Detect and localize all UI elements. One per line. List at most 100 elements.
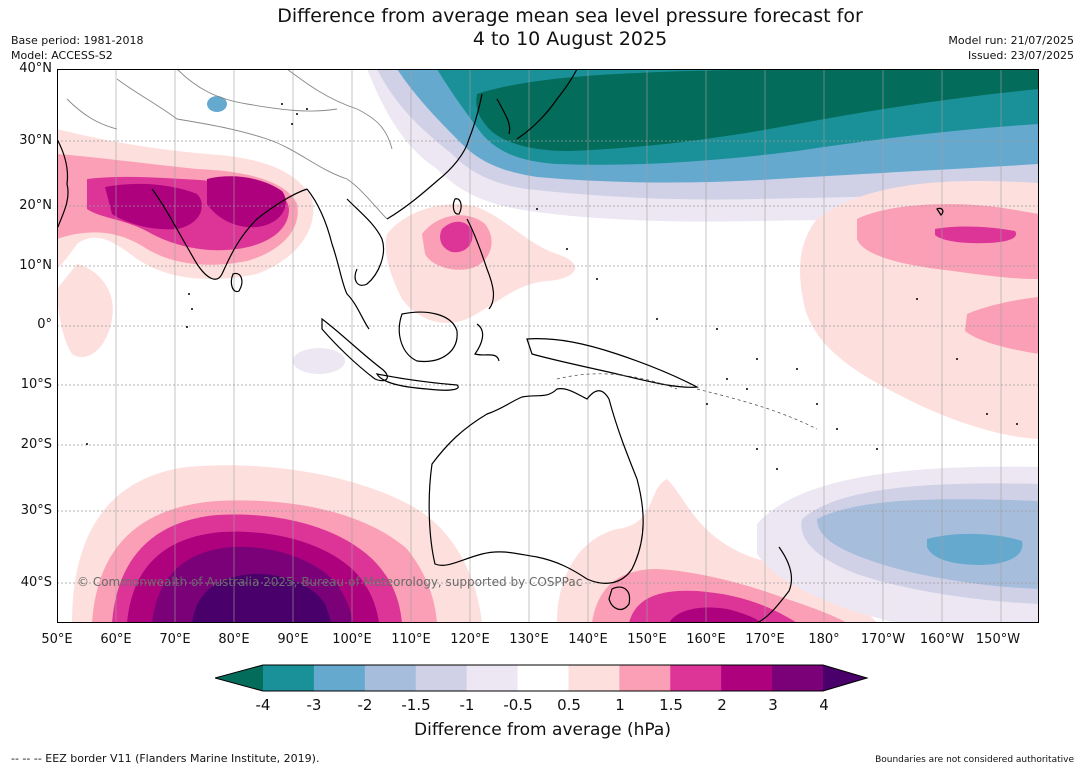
colorbar-tick-4: -1 [459,696,475,714]
lon-label-170w: 170°W [860,632,906,647]
colorbar-tick-1: -3 [306,696,322,714]
copyright-notice: © Commonwealth of Australia 2025, Bureau… [77,575,583,589]
positive-anomaly-north-pacific [800,181,1039,439]
issued-date: Issued: 23/07/2025 [967,49,1074,62]
philippines-coast [466,218,495,310]
colorbar-tick-8: 1.5 [659,696,683,714]
colorbar-outline [215,664,869,692]
lon-label-150e: 150°E [627,632,667,647]
lon-label-100e: 100°E [332,632,372,647]
colorbar-segment [263,665,315,691]
base-period: Base period: 1981-2018 [11,34,144,47]
title-line-1: Difference from average mean sea level p… [277,5,863,27]
java-coast [375,373,459,391]
lat-label-40s: 40°S [20,575,52,590]
negative-anomaly-south-pacific [757,466,1039,623]
myanmar-thai-coast [306,188,370,330]
positive-anomaly-india [57,129,314,358]
lon-label-60e: 60°E [100,632,132,647]
colorbar-segment [568,665,620,691]
meta-right: Model run: 21/07/2025 Issued: 23/07/2025 [948,33,1074,63]
sri-lanka-coast [230,272,243,293]
arabia-coast [57,138,69,230]
colorbar [215,664,869,692]
colorbar-segment [517,665,569,691]
colorbar-segment [772,665,824,691]
colorbar-tick-2: -2 [357,696,373,714]
map-title: Difference from average mean sea level p… [170,5,970,51]
colorbar-segment [364,665,417,691]
colorbar-tick-6: 0.5 [557,696,581,714]
lat-label-10n: 10°N [19,258,52,273]
hawaii-coast [936,207,944,216]
indochina-coast [346,198,385,286]
japan-coast [516,69,578,140]
lat-label-0: 0° [37,317,52,332]
colorbar-tick-3: -1.5 [401,696,431,714]
lon-label-70e: 70°E [159,632,191,647]
lat-label-40n: 40°N [19,61,52,76]
lon-label-80e: 80°E [218,632,250,647]
taiwan-coast [452,198,462,215]
islands [86,103,1018,470]
map-panel [57,69,1039,623]
lon-label-160w: 160°W [919,632,965,647]
china-coast [386,93,483,220]
meridians [57,69,1002,623]
korea-coast [496,98,511,135]
pressure-anomaly-map [57,69,1039,623]
boundary-disclaimer: Boundaries are not considered authoritat… [875,755,1074,765]
lon-label-140e: 140°E [568,632,608,647]
coastlines [57,69,944,623]
colorbar-tick-0: -4 [255,696,271,714]
positive-anomaly-tasman [557,479,877,623]
positive-anomaly-southern-ocean-west [72,465,482,623]
lon-label-110e: 110°E [391,632,431,647]
tasmania-coast [608,586,631,611]
lon-label-160e: 160°E [686,632,726,647]
colorbar-tick-7: 1 [615,696,625,714]
colorbar-tick-11: 4 [819,696,829,714]
lon-label-150w: 150°W [975,632,1021,647]
title-line-2: 4 to 10 August 2025 [472,28,668,50]
colorbar-segment [670,665,722,691]
new-guinea-coast [526,338,700,388]
lon-label-50e: 50°E [41,632,73,647]
colorbar-high-arrow [823,665,867,691]
india-coast [151,188,308,280]
lon-label-180: 180° [808,632,840,647]
lon-label-90e: 90°E [277,632,309,647]
lat-label-30n: 30°N [19,133,52,148]
lat-label-20n: 20°N [19,198,52,213]
negative-anomaly-small [293,348,345,374]
colorbar-tick-10: 3 [768,696,778,714]
lat-label-20s: 20°S [20,437,52,452]
colorbar-segment [721,665,773,691]
colorbar-segment [619,665,671,691]
borneo-coast [398,311,458,363]
positive-anomaly-philippines [385,204,576,323]
colorbar-segment [313,665,366,691]
lon-label-130e: 130°E [509,632,549,647]
colorbar-low-arrow [215,665,263,691]
meta-left: Base period: 1981-2018 Model: ACCESS-S2 [11,33,143,63]
negative-anomaly-region [207,69,1039,222]
model-run: Model run: 21/07/2025 [948,34,1074,47]
country-borders [66,69,393,220]
sulawesi-coast [474,323,500,362]
sumatra-coast [321,317,388,382]
lon-label-120e: 120°E [450,632,490,647]
colorbar-title: Difference from average (hPa) [414,720,671,740]
lon-label-170e: 170°E [745,632,785,647]
eez-note: -- -- -- EEZ border V11 (Flanders Marine… [11,752,320,765]
lat-label-10s: 10°S [20,377,52,392]
model-name: Model: ACCESS-S2 [11,49,113,62]
colorbar-segment [415,665,468,691]
colorbar-segment [466,665,519,691]
eez-borders [556,373,818,430]
colorbar-tick-9: 2 [717,696,727,714]
colorbar-tick-5: -0.5 [503,696,533,714]
lat-label-30s: 30°S [20,503,52,518]
australia-coast [428,388,644,584]
new-zealand-coast [756,546,792,623]
